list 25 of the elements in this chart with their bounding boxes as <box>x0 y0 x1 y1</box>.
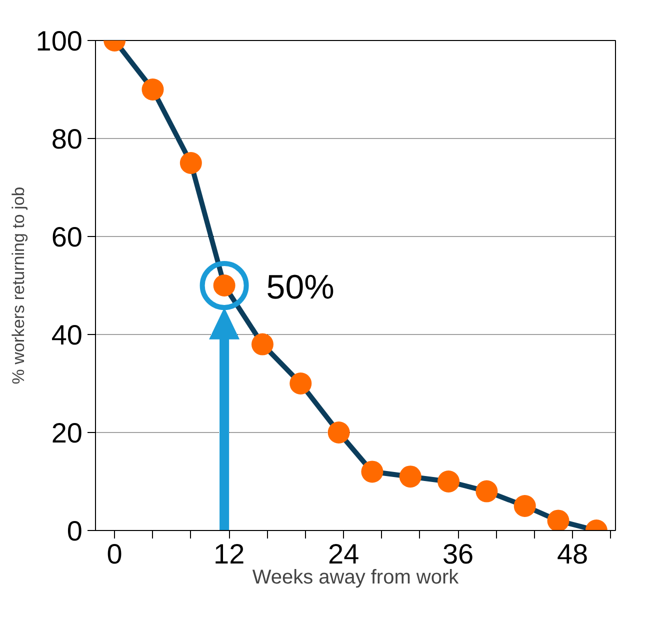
x-tick-label: 36 <box>442 538 474 570</box>
point <box>399 466 422 488</box>
x-tick-label: 0 <box>106 538 122 570</box>
y-tick-label: 40 <box>51 320 83 350</box>
y-axis-title: % workers returning to job <box>8 186 28 384</box>
point <box>514 495 536 517</box>
x-tick-label: 24 <box>328 538 360 570</box>
y-tick-label: 20 <box>51 418 83 448</box>
point <box>328 422 350 444</box>
point <box>476 480 498 502</box>
y-tick-label: 100 <box>36 26 82 56</box>
y-tick-label: 80 <box>51 124 83 154</box>
point <box>290 372 312 394</box>
point <box>251 333 274 356</box>
annotation: 50% <box>266 268 334 306</box>
y-tick-label: 0 <box>66 516 83 546</box>
x-tick-label: 48 <box>556 538 588 570</box>
point <box>438 470 460 492</box>
point <box>142 78 164 100</box>
x-axis-title: Weeks away from work <box>252 566 460 588</box>
point <box>547 510 570 530</box>
y-tick-label: 60 <box>51 222 83 252</box>
point <box>361 460 384 483</box>
point <box>180 152 202 174</box>
x-tick-label: 12 <box>214 538 245 570</box>
